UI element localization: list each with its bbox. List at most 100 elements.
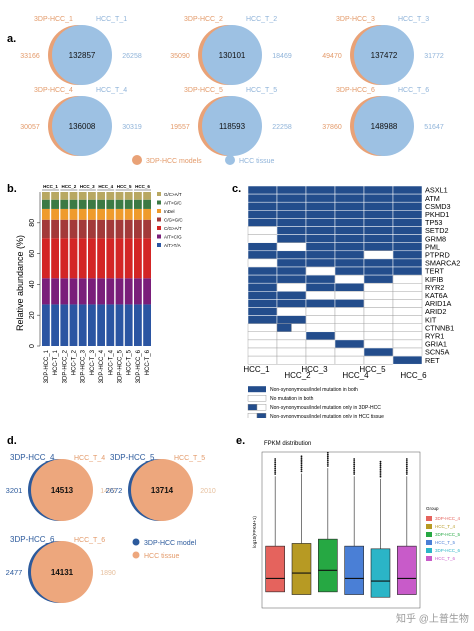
venn-left-label: 3DP-HCC_6 <box>10 535 55 544</box>
b-bar-segment <box>69 304 78 346</box>
c-cell <box>276 234 307 243</box>
e-outlier <box>353 467 356 470</box>
e-box <box>318 451 338 593</box>
b-bar-segment <box>88 278 96 305</box>
venn-right-label: HCC_T_3 <box>398 16 429 23</box>
b-bar-segment <box>69 219 78 239</box>
e-outlier <box>353 463 356 466</box>
e-outlier <box>326 453 329 456</box>
c-legend-swatch <box>247 403 258 411</box>
b-group-label: HCC_2 <box>62 184 77 189</box>
venn-shared-count: 14513 <box>51 486 74 495</box>
e-legend-label: 3DP-HCC_4 <box>435 516 461 521</box>
b-bar-segment <box>115 192 124 200</box>
venn-right-label: HCC_T_4 <box>96 87 127 94</box>
panel-c-mutation-matrix: c. ASXL1ATMCSMD3PKHD1TP53SETD2GRM8PMLPTP… <box>232 183 460 420</box>
e-legend-swatch <box>426 540 432 545</box>
e-outlier <box>326 455 329 458</box>
c-cell <box>334 299 365 308</box>
c-cell <box>276 355 307 365</box>
c-cell <box>276 210 307 219</box>
e-box-body <box>291 543 312 595</box>
e-outlier <box>300 462 303 465</box>
e-box-body <box>370 548 391 598</box>
legend-tissue-swatch <box>225 155 235 165</box>
b-legend-swatch <box>157 209 161 213</box>
c-gene-label: GRIA1 <box>425 340 447 349</box>
c-gene-label: KIFIB <box>425 275 443 284</box>
panel-a: a. 3DP-HCC_1 HCC_T_1 33166 132857 26258 3DP-H… <box>0 0 474 175</box>
venn-tissue-circle <box>31 459 93 521</box>
c-cell <box>305 250 336 260</box>
b-bar-segment <box>97 192 105 200</box>
c-cell <box>392 185 423 195</box>
c-cell <box>363 299 394 308</box>
e-outlier <box>405 471 408 474</box>
c-cell <box>276 201 307 211</box>
venn-shared-count: 137472 <box>371 51 398 60</box>
c-cell <box>247 185 278 195</box>
b-legend-label: A/T>C/G <box>164 235 182 240</box>
c-cell <box>276 339 307 349</box>
c-cell <box>392 201 423 211</box>
b-x-tick-label: HCC-T_5 <box>127 349 133 375</box>
venn-d-3: 3DP-HCC_6 HCC_T_6 2477 14131 1890 <box>6 535 116 603</box>
b-legend-label: A/T>T/A <box>164 243 181 248</box>
c-cell <box>363 315 394 324</box>
b-bar-segment <box>88 304 96 346</box>
c-cell <box>276 218 307 227</box>
b-y-axis: 0 20 40 60 80 <box>29 192 41 348</box>
e-outlier <box>274 471 277 474</box>
c-cell <box>392 307 423 316</box>
c-cell <box>305 307 336 316</box>
e-box-body <box>318 538 338 593</box>
b-bar-segment <box>124 278 133 305</box>
b-legend-label: C/G>G/C <box>164 218 183 223</box>
c-cell <box>392 266 423 276</box>
venn-tissue-circle <box>31 541 93 603</box>
c-cell <box>334 226 365 235</box>
b-bar-segment <box>124 219 133 239</box>
e-outlier <box>353 465 356 468</box>
venn-group-d: 3DP-HCC_4 HCC_T_4 3201 14513 1472 3DP-HCC_5 HC… <box>6 453 216 603</box>
venn-left-only-count: 49470 <box>322 53 342 60</box>
c-legend-label: Non-synonymous/indel mutation only in HC… <box>270 414 384 418</box>
e-outlier <box>405 459 408 462</box>
legend-tissue-label: HCC tissue <box>239 158 275 165</box>
e-legend-swatch <box>426 532 432 537</box>
c-gene-label: ARID2 <box>425 307 447 316</box>
c-cell <box>363 274 394 284</box>
e-outlier <box>274 461 277 464</box>
venn-left-label: 3DP-HCC_2 <box>184 16 223 23</box>
b-y-tick-label: 80 <box>29 219 36 227</box>
e-box-body <box>344 545 364 595</box>
b-bar-segment <box>88 208 96 220</box>
e-outlier <box>405 467 408 470</box>
b-bar-segment <box>60 199 69 209</box>
e-outlier <box>274 458 277 460</box>
c-gene-label: TP53 <box>425 218 442 227</box>
b-bar-segment <box>106 238 115 279</box>
e-outlier <box>353 461 356 464</box>
venn-left-label: 3DP-HCC_6 <box>336 87 375 94</box>
c-cell <box>305 201 336 211</box>
e-outlier <box>326 463 329 466</box>
b-bar-segment <box>69 278 78 305</box>
c-cell <box>392 323 423 332</box>
c-legend-label: No mutation in both <box>270 396 314 402</box>
venn-tissue-circle <box>202 25 262 85</box>
b-bar-segment <box>97 238 105 279</box>
e-outlier <box>326 451 329 454</box>
c-cell <box>334 201 365 211</box>
c-gene-label: GRM8 <box>425 234 446 243</box>
b-bar-segment <box>51 192 59 200</box>
c-cell <box>305 266 336 276</box>
venn-right-label: HCC_T_6 <box>398 87 429 94</box>
c-legend-label: Non-synonymous/indel mutation in both <box>270 387 358 393</box>
b-bar-segment <box>106 304 115 346</box>
c-cell <box>392 355 423 365</box>
c-legend-swatch <box>247 412 258 420</box>
legend-model-label: 3DP-HCC models <box>146 158 202 165</box>
b-bar-segment <box>143 278 151 305</box>
